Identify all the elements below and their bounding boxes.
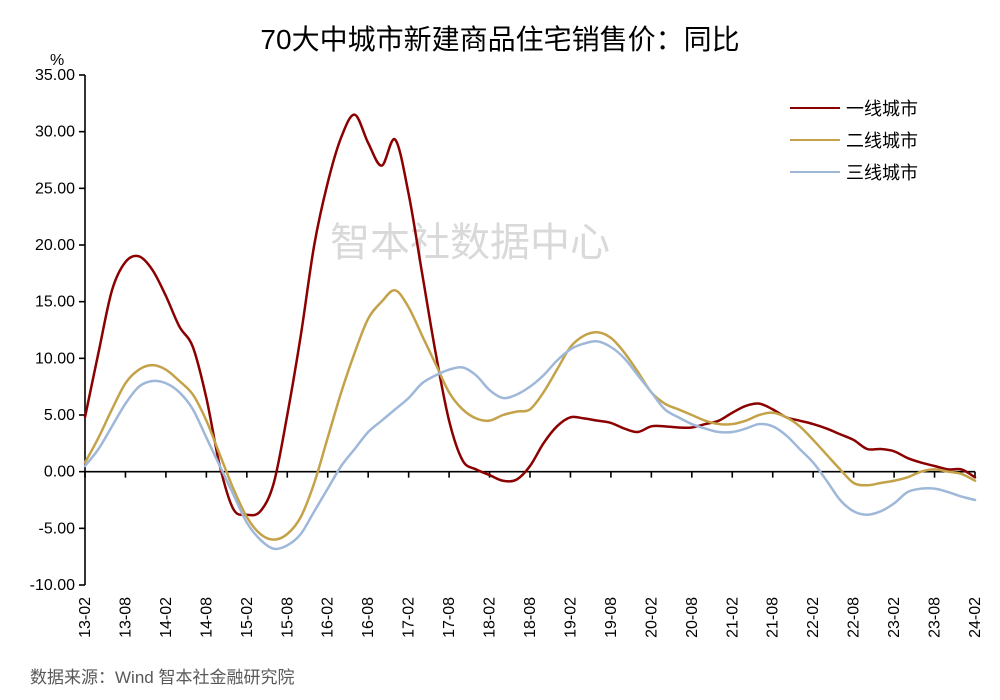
svg-text:16-02: 16-02: [320, 597, 337, 638]
svg-text:20-08: 20-08: [684, 597, 701, 638]
svg-text:18-08: 18-08: [522, 597, 539, 638]
svg-text:22-02: 22-02: [805, 597, 822, 638]
legend-swatch: [790, 139, 840, 141]
svg-text:17-08: 17-08: [441, 597, 458, 638]
svg-text:22-08: 22-08: [846, 597, 863, 638]
svg-text:21-08: 21-08: [765, 597, 782, 638]
svg-text:20-02: 20-02: [643, 597, 660, 638]
svg-text:25.00: 25.00: [35, 180, 75, 197]
svg-text:19-02: 19-02: [562, 597, 579, 638]
source-text: 数据来源：Wind 智本社金融研究院: [30, 663, 294, 688]
svg-text:30.00: 30.00: [35, 124, 75, 141]
svg-text:15-08: 15-08: [279, 597, 296, 638]
svg-text:-10.00: -10.00: [30, 577, 75, 594]
legend-item: 一线城市: [790, 95, 918, 121]
svg-text:14-08: 14-08: [198, 597, 215, 638]
svg-text:14-02: 14-02: [158, 597, 175, 638]
svg-text:23-08: 23-08: [927, 597, 944, 638]
legend-label: 一线城市: [846, 95, 918, 121]
svg-text:18-02: 18-02: [482, 597, 499, 638]
svg-text:10.00: 10.00: [35, 350, 75, 367]
series-三线城市: [85, 341, 975, 549]
svg-text:15.00: 15.00: [35, 294, 75, 311]
svg-text:24-02: 24-02: [967, 597, 984, 638]
svg-text:-5.00: -5.00: [39, 520, 76, 537]
svg-text:5.00: 5.00: [44, 407, 75, 424]
legend-swatch: [790, 171, 840, 173]
legend-item: 三线城市: [790, 159, 918, 185]
svg-text:13-08: 13-08: [117, 597, 134, 638]
legend-swatch: [790, 107, 840, 109]
legend-item: 二线城市: [790, 127, 918, 153]
svg-text:15-02: 15-02: [239, 597, 256, 638]
line-chart: 70大中城市新建商品住宅销售价：同比 智本社数据中心 %-10.00-5.000…: [0, 0, 1000, 700]
legend-label: 二线城市: [846, 127, 918, 153]
svg-text:21-02: 21-02: [724, 597, 741, 638]
svg-text:35.00: 35.00: [35, 67, 75, 84]
svg-text:0.00: 0.00: [44, 464, 75, 481]
svg-text:23-02: 23-02: [886, 597, 903, 638]
svg-text:17-02: 17-02: [401, 597, 418, 638]
svg-text:16-08: 16-08: [360, 597, 377, 638]
svg-text:19-08: 19-08: [603, 597, 620, 638]
svg-text:20.00: 20.00: [35, 237, 75, 254]
legend-label: 三线城市: [846, 159, 918, 185]
svg-text:13-02: 13-02: [77, 597, 94, 638]
